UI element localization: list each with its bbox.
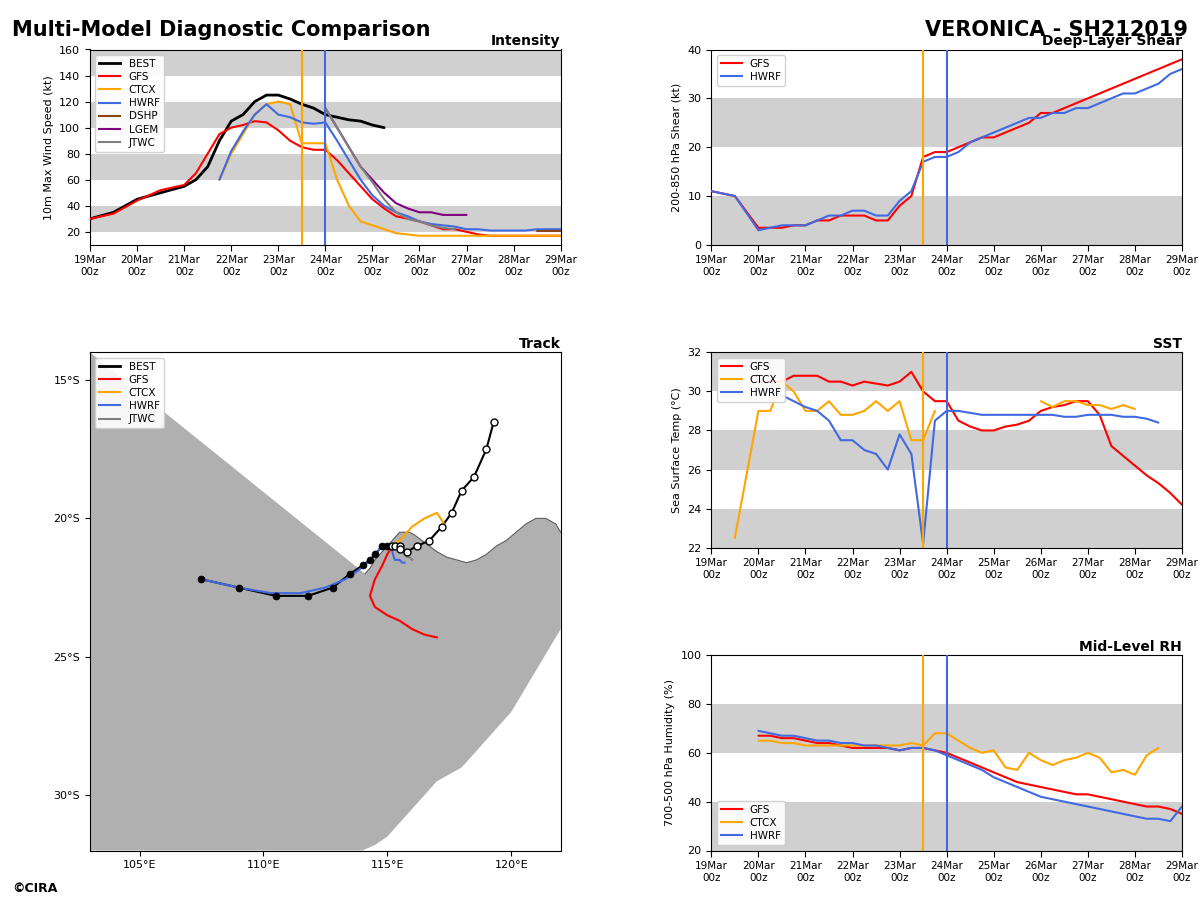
Polygon shape <box>90 352 560 850</box>
Text: VERONICA - SH212019: VERONICA - SH212019 <box>925 20 1188 40</box>
Legend: GFS, CTCX, HWRF: GFS, CTCX, HWRF <box>716 357 785 402</box>
Bar <box>712 508 1182 548</box>
Text: Mid-Level RH: Mid-Level RH <box>1079 640 1182 654</box>
Legend: BEST, GFS, CTCX, HWRF, DSHP, LGEM, JTWC: BEST, GFS, CTCX, HWRF, DSHP, LGEM, JTWC <box>95 55 163 152</box>
Text: Intensity: Intensity <box>491 34 560 49</box>
Legend: GFS, HWRF: GFS, HWRF <box>716 55 785 86</box>
Text: Multi-Model Diagnostic Comparison: Multi-Model Diagnostic Comparison <box>12 20 431 40</box>
Bar <box>712 704 1182 752</box>
Bar <box>90 50 560 76</box>
Text: ©CIRA: ©CIRA <box>12 883 58 896</box>
Legend: GFS, CTCX, HWRF: GFS, CTCX, HWRF <box>716 801 785 845</box>
Text: Deep-Layer Shear: Deep-Layer Shear <box>1042 34 1182 49</box>
Y-axis label: 700-500 hPa Humidity (%): 700-500 hPa Humidity (%) <box>665 680 676 826</box>
Y-axis label: Sea Surface Temp (°C): Sea Surface Temp (°C) <box>672 387 682 513</box>
Y-axis label: 10m Max Wind Speed (kt): 10m Max Wind Speed (kt) <box>43 75 54 220</box>
Bar <box>90 154 560 180</box>
Bar <box>712 802 1182 850</box>
Bar <box>90 206 560 232</box>
Y-axis label: 200-850 hPa Shear (kt): 200-850 hPa Shear (kt) <box>672 83 682 212</box>
Bar <box>712 98 1182 148</box>
Text: SST: SST <box>1153 338 1182 351</box>
Text: Track: Track <box>518 338 560 351</box>
Legend: BEST, GFS, CTCX, HWRF, JTWC: BEST, GFS, CTCX, HWRF, JTWC <box>95 357 163 428</box>
Bar <box>712 352 1182 392</box>
Bar <box>90 102 560 128</box>
Bar <box>712 430 1182 470</box>
Bar <box>712 196 1182 245</box>
